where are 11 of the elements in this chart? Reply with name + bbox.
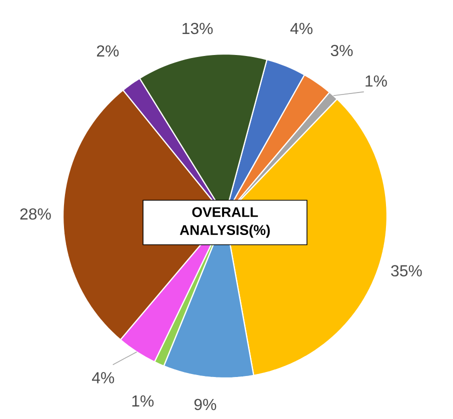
data-label: 4% (290, 22, 312, 34)
data-label: 1% (366, 75, 387, 87)
data-label: 13% (182, 22, 213, 34)
data-label: 1% (132, 395, 154, 407)
data-label: 9% (194, 398, 216, 410)
data-label: 3% (330, 44, 353, 56)
text: OVERALL ANALYSIS(%) (180, 207, 270, 238)
data-label: 4% (92, 372, 114, 384)
data-label: 28% (20, 208, 51, 220)
data-label: 35% (391, 265, 422, 276)
data-label: 2% (96, 45, 119, 57)
